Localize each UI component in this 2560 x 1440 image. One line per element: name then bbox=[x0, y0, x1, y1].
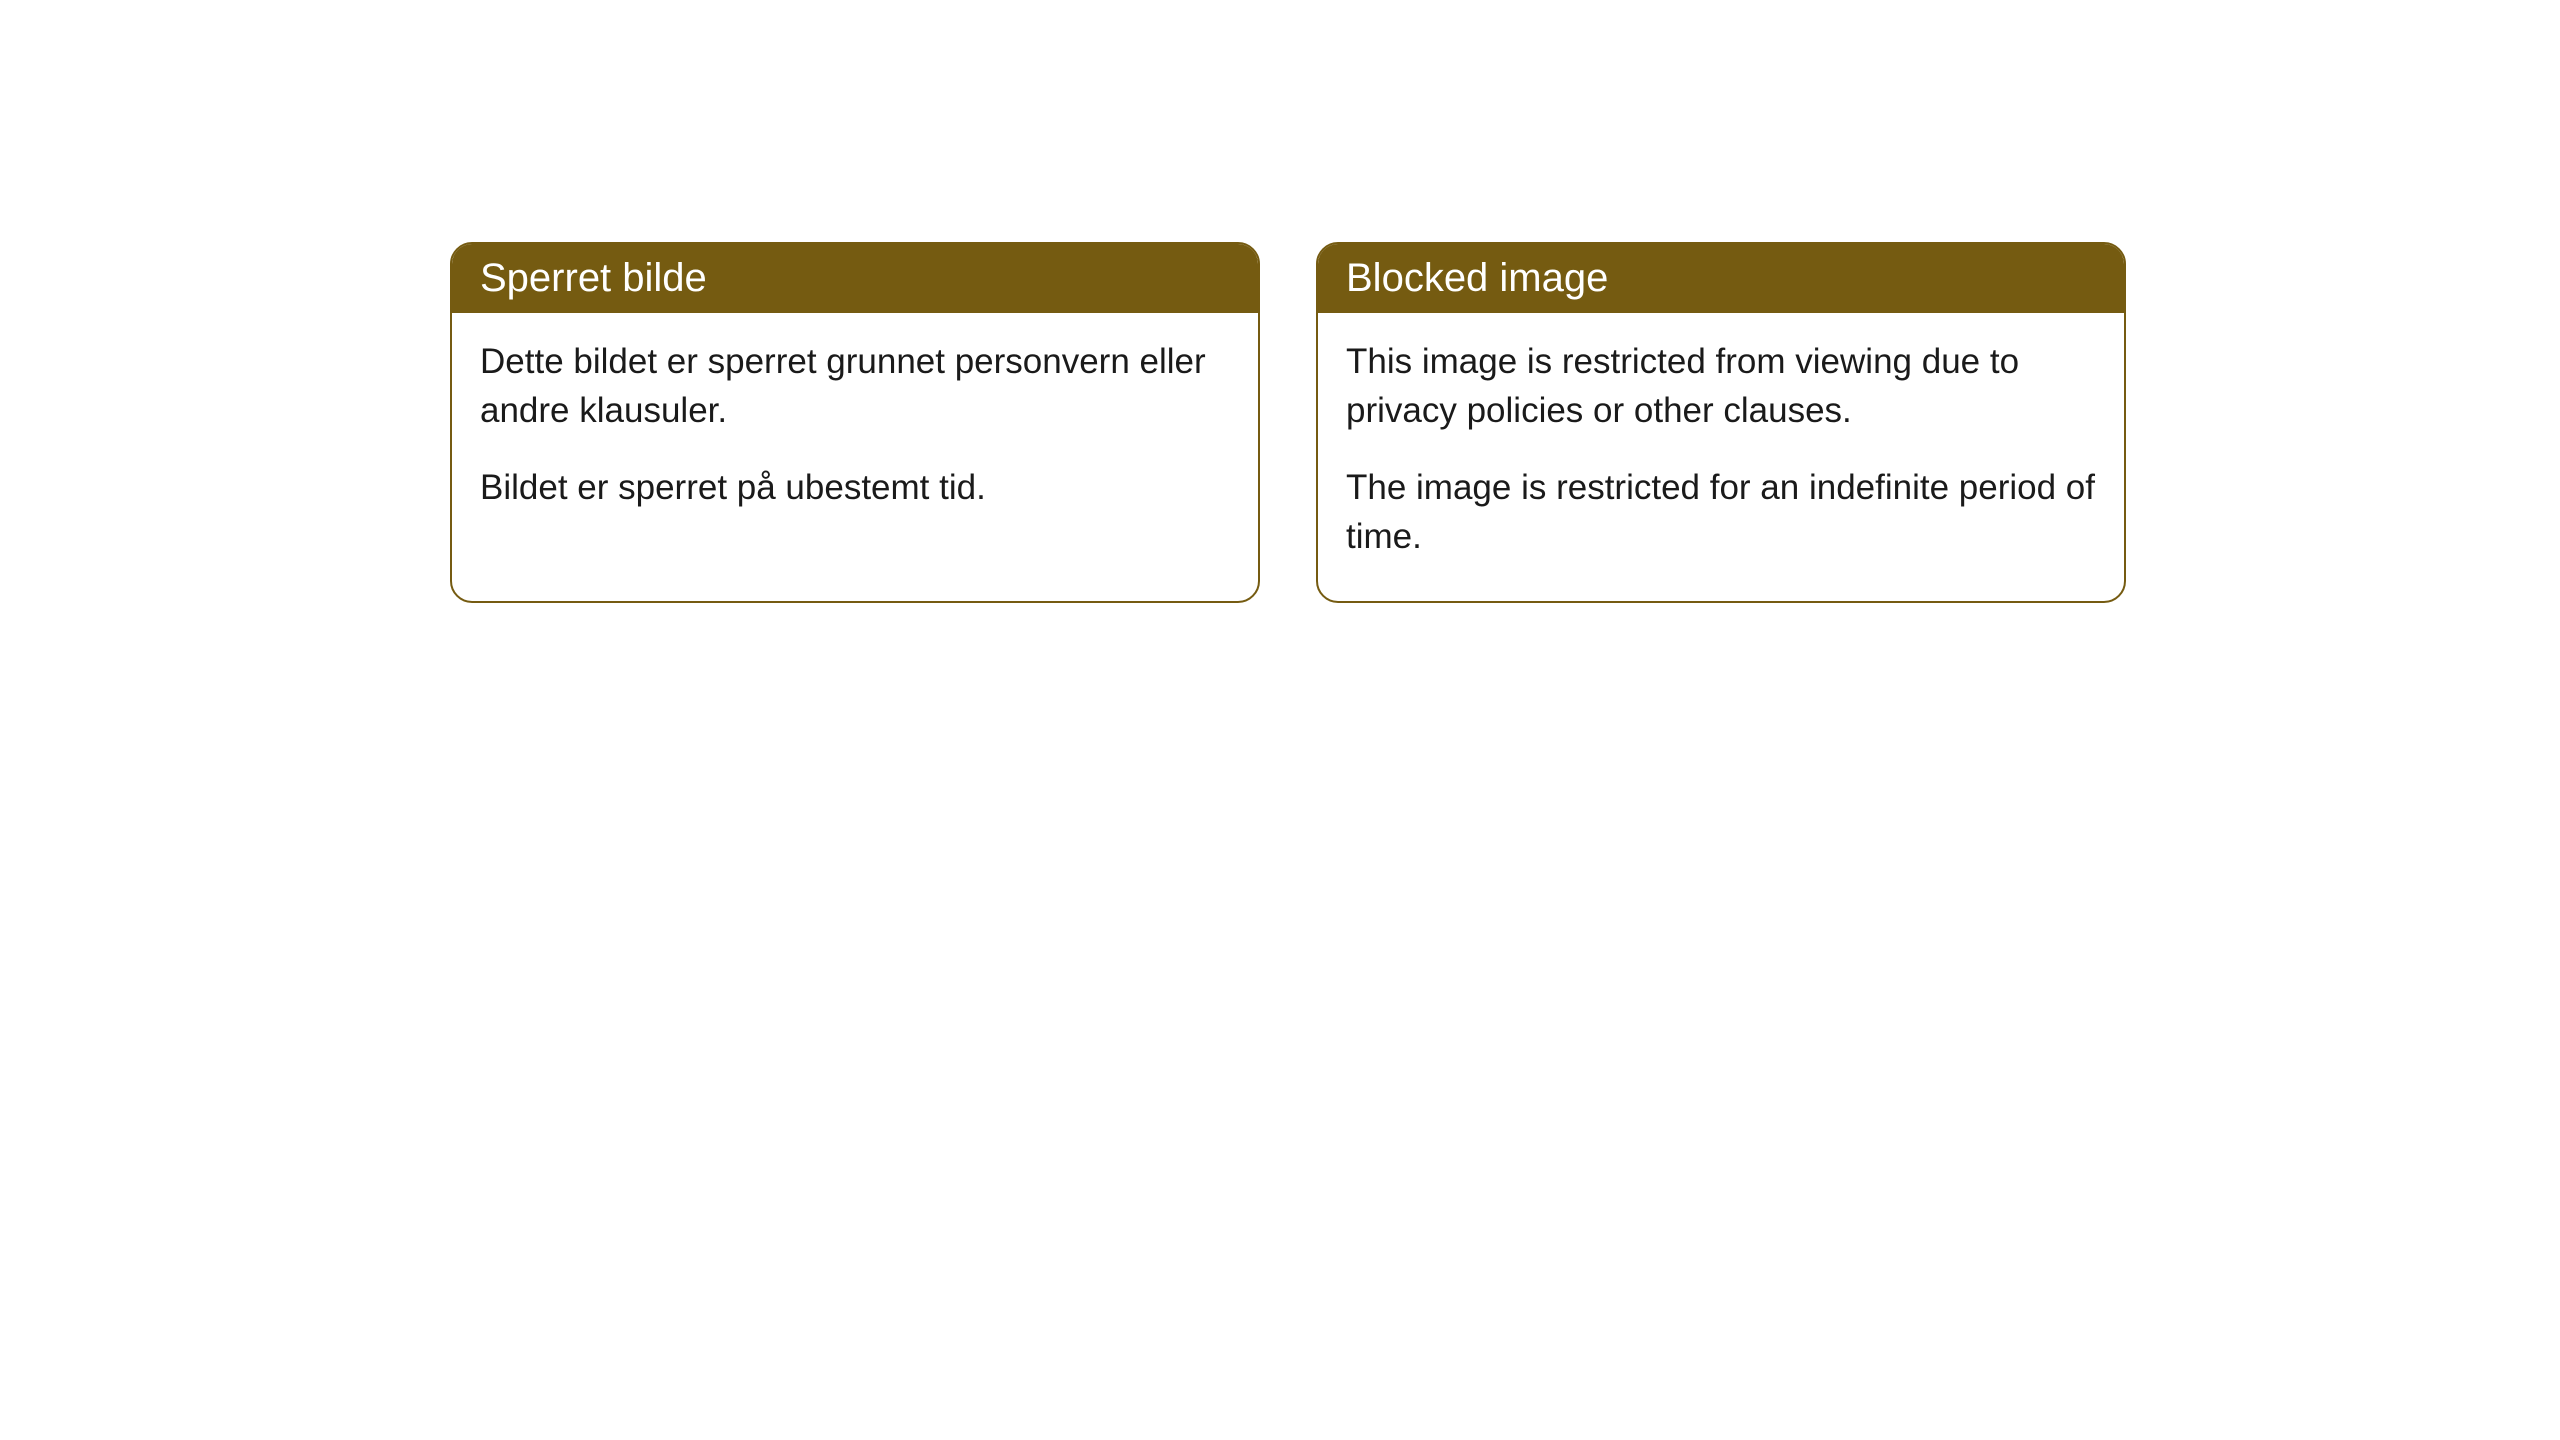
card-body: Dette bildet er sperret grunnet personve… bbox=[452, 313, 1258, 552]
notice-cards-container: Sperret bilde Dette bildet er sperret gr… bbox=[450, 242, 2126, 603]
notice-card-norwegian: Sperret bilde Dette bildet er sperret gr… bbox=[450, 242, 1260, 603]
card-header: Sperret bilde bbox=[452, 244, 1258, 313]
card-paragraph: Bildet er sperret på ubestemt tid. bbox=[480, 463, 1230, 512]
card-paragraph: The image is restricted for an indefinit… bbox=[1346, 463, 2096, 561]
card-header: Blocked image bbox=[1318, 244, 2124, 313]
card-title: Sperret bilde bbox=[480, 256, 707, 300]
card-paragraph: This image is restricted from viewing du… bbox=[1346, 337, 2096, 435]
card-title: Blocked image bbox=[1346, 256, 1608, 300]
notice-card-english: Blocked image This image is restricted f… bbox=[1316, 242, 2126, 603]
card-paragraph: Dette bildet er sperret grunnet personve… bbox=[480, 337, 1230, 435]
card-body: This image is restricted from viewing du… bbox=[1318, 313, 2124, 601]
